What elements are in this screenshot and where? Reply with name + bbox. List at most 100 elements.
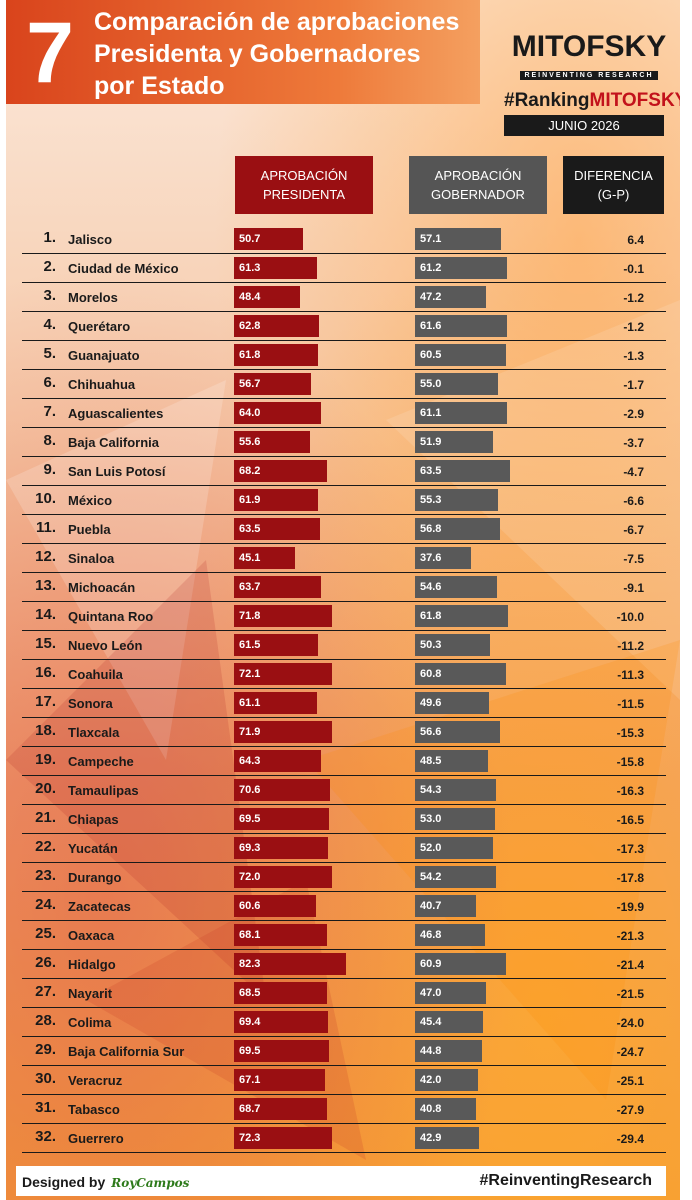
value-diferencia: -29.4: [616, 1132, 644, 1146]
value-gobernador: 60.9: [420, 958, 442, 970]
value-presidenta: 82.3: [239, 958, 261, 970]
table-row: 21. Chiapas 69.5 53.0 -16.5: [22, 804, 666, 834]
table-row: 15. Nuevo León 61.5 50.3 -11.2: [22, 630, 666, 660]
value-presidenta: 61.1: [239, 697, 261, 709]
table-row: 26. Hidalgo 82.3 60.9 -21.4: [22, 949, 666, 979]
value-gobernador: 42.0: [420, 1074, 442, 1086]
bar-gobernador: 42.9: [415, 1127, 479, 1149]
table-row: 16. Coahuila 72.1 60.8 -11.3: [22, 659, 666, 689]
bar-gobernador: 44.8: [415, 1040, 482, 1062]
value-diferencia: -16.5: [616, 813, 644, 827]
bar-gobernador: 46.8: [415, 924, 485, 946]
state-name: Coahuila: [68, 667, 123, 682]
bar-presidenta: 68.1: [234, 924, 327, 946]
value-gobernador: 60.8: [420, 668, 442, 680]
table-row: 25. Oaxaca 68.1 46.8 -21.3: [22, 920, 666, 950]
rank-number: 28.: [35, 1012, 56, 1029]
bar-presidenta: 69.5: [234, 1040, 329, 1062]
title-line-3: por Estado: [94, 72, 225, 100]
rank-number: 21.: [35, 809, 56, 826]
state-name: San Luis Potosí: [68, 464, 166, 479]
value-gobernador: 54.6: [420, 581, 442, 593]
value-presidenta: 68.7: [239, 1103, 261, 1115]
bar-presidenta: 61.9: [234, 489, 318, 511]
bar-presidenta: 45.1: [234, 547, 295, 569]
ranking-hashtag: #RankingMITOFSKY: [504, 90, 680, 112]
bar-presidenta: 69.3: [234, 837, 328, 859]
value-gobernador: 54.2: [420, 871, 442, 883]
state-name: Durango: [68, 870, 122, 885]
state-name: Sinaloa: [68, 551, 115, 566]
rank-number: 8.: [43, 432, 56, 449]
state-name: Baja California: [68, 435, 160, 450]
table-row: 5. Guanajuato 61.8 60.5 -1.3: [22, 340, 666, 370]
value-presidenta: 68.2: [239, 465, 261, 477]
value-presidenta: 61.9: [239, 494, 261, 506]
bar-gobernador: 61.1: [415, 402, 507, 424]
bar-gobernador: 42.0: [415, 1069, 478, 1091]
rank-number: 26.: [35, 954, 56, 971]
rank-number: 15.: [35, 635, 56, 652]
value-diferencia: 6.4: [627, 233, 644, 247]
state-name: Querétaro: [68, 319, 131, 334]
table-row: 2. Ciudad de México 61.3 61.2 -0.1: [22, 253, 666, 283]
value-gobernador: 51.9: [420, 436, 442, 448]
table-row: 6. Chihuahua 56.7 55.0 -1.7: [22, 369, 666, 399]
bar-presidenta: 50.7: [234, 228, 303, 250]
bar-gobernador: 47.0: [415, 982, 486, 1004]
rank-number: 18.: [35, 722, 56, 739]
value-diferencia: -2.9: [623, 407, 644, 421]
rank-number: 24.: [35, 896, 56, 913]
column-header-gobernador: APROBACIÓN GOBERNADOR: [409, 156, 547, 214]
table-row: 1. Jalisco 50.7 57.1 6.4: [22, 224, 666, 254]
value-diferencia: -21.5: [616, 987, 644, 1001]
value-diferencia: -16.3: [616, 784, 644, 798]
state-name: Michoacán: [68, 580, 136, 595]
bar-presidenta: 64.3: [234, 750, 321, 772]
table-row: 9. San Luis Potosí 68.2 63.5 -4.7: [22, 456, 666, 486]
bar-gobernador: 48.5: [415, 750, 488, 772]
value-presidenta: 72.3: [239, 1132, 261, 1144]
value-presidenta: 56.7: [239, 378, 261, 390]
bar-presidenta: 61.3: [234, 257, 317, 279]
bar-presidenta: 72.0: [234, 866, 332, 888]
rank-number: 1.: [43, 229, 56, 246]
bar-gobernador: 55.3: [415, 489, 498, 511]
value-diferencia: -9.1: [623, 581, 644, 595]
table-row: 23. Durango 72.0 54.2 -17.8: [22, 862, 666, 892]
value-diferencia: -1.3: [623, 349, 644, 363]
bar-gobernador: 61.6: [415, 315, 507, 337]
state-name: Hidalgo: [68, 957, 116, 972]
state-name: Sonora: [68, 696, 113, 711]
table-row: 18. Tlaxcala 71.9 56.6 -15.3: [22, 717, 666, 747]
value-gobernador: 50.3: [420, 639, 442, 651]
value-presidenta: 48.4: [239, 291, 261, 303]
value-presidenta: 63.5: [239, 523, 261, 535]
value-gobernador: 61.1: [420, 407, 442, 419]
state-name: Veracruz: [68, 1073, 123, 1088]
bar-gobernador: 60.8: [415, 663, 506, 685]
rank-number: 11.: [35, 519, 56, 536]
bar-presidenta: 68.7: [234, 1098, 327, 1120]
table-row: 12. Sinaloa 45.1 37.6 -7.5: [22, 543, 666, 573]
bar-gobernador: 56.8: [415, 518, 500, 540]
value-gobernador: 61.8: [420, 610, 442, 622]
bar-presidenta: 63.5: [234, 518, 320, 540]
brand-block: MITOFSKY REINVENTING RESEARCH #RankingMI…: [504, 6, 680, 136]
table-row: 19. Campeche 64.3 48.5 -15.8: [22, 746, 666, 776]
state-name: Chiapas: [68, 812, 119, 827]
bar-gobernador: 61.2: [415, 257, 507, 279]
table-row: 14. Quintana Roo 71.8 61.8 -10.0: [22, 601, 666, 631]
rank-number: 30.: [35, 1070, 56, 1087]
chart-number: 7: [26, 5, 74, 101]
header-line: APROBACIÓN: [260, 168, 348, 183]
title-banner: 7 Comparación de aprobaciones Presidenta…: [6, 0, 480, 104]
survey-month: JUNIO 2026: [504, 115, 664, 136]
value-diferencia: -6.7: [623, 523, 644, 537]
value-gobernador: 56.6: [420, 726, 442, 738]
value-gobernador: 49.6: [420, 697, 442, 709]
bar-presidenta: 69.4: [234, 1011, 328, 1033]
state-name: Guanajuato: [68, 348, 140, 363]
state-name: Campeche: [68, 754, 134, 769]
state-name: Jalisco: [68, 232, 113, 247]
